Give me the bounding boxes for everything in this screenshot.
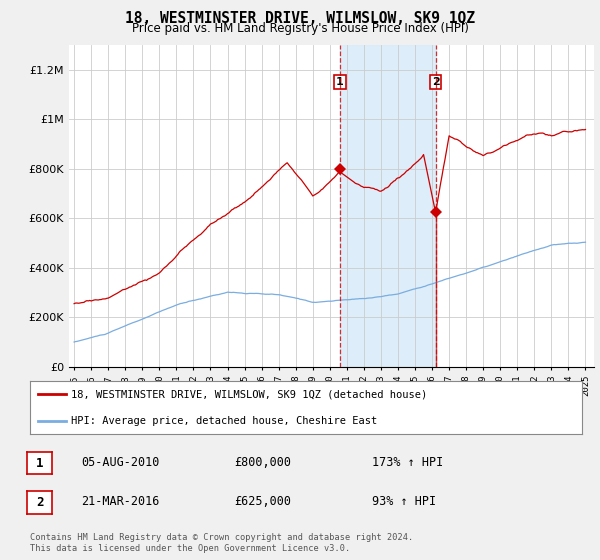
Text: 2: 2 bbox=[36, 496, 43, 509]
Text: 1: 1 bbox=[36, 456, 43, 470]
Text: 2: 2 bbox=[432, 77, 439, 87]
Text: 18, WESTMINSTER DRIVE, WILMSLOW, SK9 1QZ (detached house): 18, WESTMINSTER DRIVE, WILMSLOW, SK9 1QZ… bbox=[71, 389, 428, 399]
Text: HPI: Average price, detached house, Cheshire East: HPI: Average price, detached house, Ches… bbox=[71, 416, 377, 426]
Bar bbox=[340, 45, 436, 367]
Text: 1: 1 bbox=[336, 77, 344, 87]
Text: £625,000: £625,000 bbox=[234, 494, 291, 508]
Text: Contains HM Land Registry data © Crown copyright and database right 2024.
This d: Contains HM Land Registry data © Crown c… bbox=[30, 533, 413, 553]
Text: 173% ↑ HPI: 173% ↑ HPI bbox=[372, 455, 443, 469]
Text: 18, WESTMINSTER DRIVE, WILMSLOW, SK9 1QZ: 18, WESTMINSTER DRIVE, WILMSLOW, SK9 1QZ bbox=[125, 11, 475, 26]
Text: 05-AUG-2010: 05-AUG-2010 bbox=[81, 455, 160, 469]
Text: 21-MAR-2016: 21-MAR-2016 bbox=[81, 494, 160, 508]
Text: 93% ↑ HPI: 93% ↑ HPI bbox=[372, 494, 436, 508]
Text: £800,000: £800,000 bbox=[234, 455, 291, 469]
Text: Price paid vs. HM Land Registry's House Price Index (HPI): Price paid vs. HM Land Registry's House … bbox=[131, 22, 469, 35]
